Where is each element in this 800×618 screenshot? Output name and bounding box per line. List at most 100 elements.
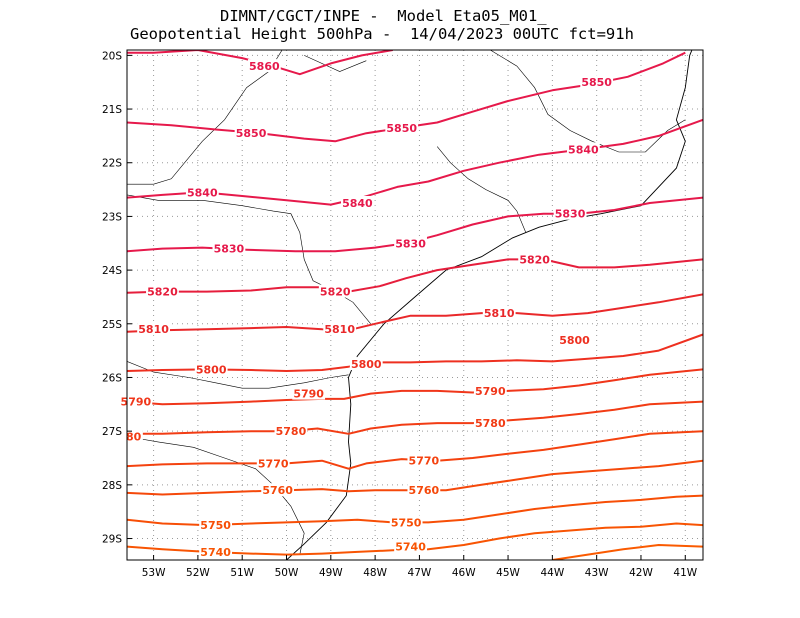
lat-tick-label: 28S	[102, 480, 122, 492]
contour-label-bg	[482, 306, 516, 320]
lat-tick-label: 20S	[102, 50, 122, 62]
contour-label: 5750	[391, 516, 422, 529]
contour-label-bg	[292, 386, 326, 400]
contour-label-bg	[407, 483, 441, 497]
contour-label: 5780	[475, 417, 506, 430]
contour-line	[127, 333, 703, 372]
contour-line	[127, 118, 703, 206]
contour-label: 5770	[258, 457, 289, 470]
contour-label-bg	[185, 185, 219, 199]
lon-tick-label: 53W	[142, 567, 166, 579]
contour-label-bg	[341, 196, 374, 209]
contour-label: 5800	[351, 358, 382, 371]
contour-label: 5780	[276, 425, 307, 438]
contour-label: 5840	[568, 143, 599, 156]
contour-label: 5740	[395, 541, 426, 554]
contour-label-bg	[389, 515, 423, 529]
lat-tick-label: 22S	[102, 158, 122, 170]
contour-line	[127, 400, 703, 435]
lat-tick-label: 27S	[102, 426, 122, 438]
contour-label-bg	[394, 539, 427, 553]
title-line-1: DIMNT/CGCT/INPE - Model Eta05_M01_	[220, 7, 547, 25]
contour-label: 5770	[409, 455, 440, 468]
contour-label-bg	[119, 394, 153, 408]
contour-line	[127, 293, 703, 333]
contour-label: 5790	[293, 388, 324, 401]
contour-label-bg	[212, 241, 246, 255]
lon-tick-label: 48W	[363, 567, 387, 579]
contour-label-bg	[394, 236, 427, 250]
lon-tick-label: 47W	[408, 567, 432, 579]
lon-tick-label: 43W	[585, 567, 609, 579]
contour-label: 5840	[342, 197, 373, 210]
lat-tick-label: 23S	[102, 211, 122, 223]
contour-label-bg	[385, 120, 419, 134]
contour-label: 5830	[395, 237, 426, 250]
contour-labels: 5860 5850 5850 5850 5840 5840 5840 5830 5830 5830…	[119, 59, 614, 559]
map-frame	[126, 49, 704, 561]
contour-label-bg	[580, 75, 614, 89]
contour-line	[552, 544, 703, 560]
lon-tick-label: 49W	[319, 567, 343, 579]
contour-label-bg	[137, 322, 170, 336]
contour-label: 5830	[555, 208, 586, 221]
contour-label-bg	[318, 284, 352, 298]
title-block: DIMNT/CGCT/INPE - Model Eta05_M01_ Geopo…	[0, 0, 800, 50]
contour-line	[127, 258, 703, 294]
contour-label: 5860	[249, 60, 280, 73]
contour-label: 80	[126, 431, 142, 444]
contour-label: 5790	[121, 396, 152, 409]
lon-tick-label: 46W	[452, 567, 476, 579]
contour-label: 5740	[200, 546, 231, 559]
contour-label: 5760	[262, 484, 293, 497]
contour-label-bg	[553, 206, 587, 220]
contour-line	[127, 430, 703, 470]
contour-label: 5800	[559, 334, 590, 347]
contour-label-bg	[146, 284, 179, 298]
lon-tick-label: 45W	[496, 567, 520, 579]
contour-label-bg	[518, 252, 552, 266]
state-border	[304, 55, 367, 72]
contour-label: 5850	[581, 76, 612, 89]
contour-label: 5800	[196, 363, 227, 376]
contour-label-bg	[194, 362, 228, 376]
contour-line	[127, 368, 703, 406]
contour-label-bg	[566, 142, 600, 156]
lat-tick-label: 29S	[102, 534, 122, 546]
lon-tick-label: 44W	[540, 567, 564, 579]
lon-tick-label: 52W	[186, 567, 210, 579]
state-border	[127, 361, 349, 389]
title-line-2: Geopotential Height 500hPa - 14/04/2023 …	[130, 25, 634, 43]
lon-tick-label: 41W	[673, 567, 697, 579]
contour-line	[127, 522, 703, 556]
contour-label: 5830	[214, 243, 245, 256]
contour-label: 5850	[386, 122, 417, 135]
contour-label: 5760	[409, 484, 440, 497]
contour-label-bg	[234, 126, 268, 140]
lat-tick-label: 26S	[102, 372, 122, 384]
contour-label: 5810	[138, 323, 169, 336]
contour-line	[127, 494, 703, 527]
contour-label-bg	[247, 59, 281, 73]
contour-label: 5840	[187, 186, 218, 199]
contour-label: 5790	[475, 385, 506, 398]
state-border	[127, 50, 283, 185]
axis-ticks: 53W 52W 51W 50W 49W 48W 47W 46W 45W 44W 43W 42W 41W 2…	[102, 50, 698, 579]
state-border	[490, 50, 686, 153]
contour-label-bg	[473, 383, 507, 397]
contour-label-bg	[349, 357, 383, 371]
contour-label-bg	[274, 424, 308, 438]
contour-label: 5820	[147, 286, 178, 299]
contour-label-bg	[124, 429, 143, 443]
map-frame-background	[127, 50, 703, 560]
lon-tick-label: 51W	[230, 567, 254, 579]
lat-tick-label: 21S	[102, 104, 122, 116]
contour-label: 5750	[200, 519, 231, 532]
lat-tick-label: 25S	[102, 319, 122, 331]
lon-tick-label: 42W	[629, 567, 653, 579]
contour-label: 5810	[484, 307, 515, 320]
contour-label-bg	[407, 453, 441, 467]
lat-tick-label: 24S	[102, 265, 122, 277]
contour-label: 5810	[324, 323, 355, 336]
